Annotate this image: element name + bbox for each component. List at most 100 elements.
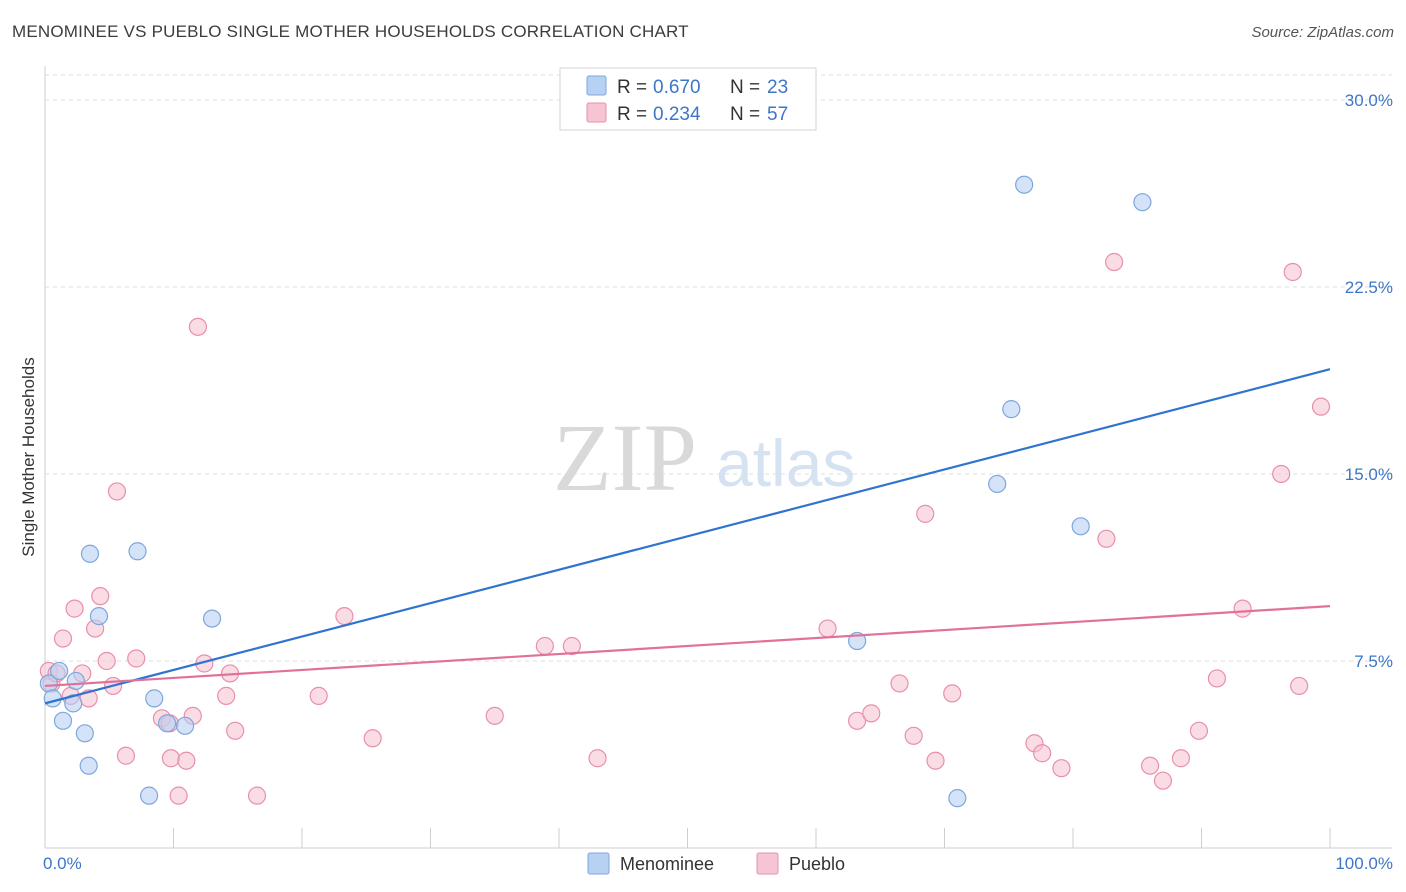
legend-r-label-pueblo: R = — [617, 104, 647, 125]
pueblo-point — [848, 711, 867, 730]
pueblo-point — [53, 629, 73, 648]
pueblo-point — [217, 686, 236, 705]
chart-source: Source: ZipAtlas.com — [1251, 24, 1394, 41]
legend-n-value-pueblo: 57 — [767, 104, 788, 125]
pueblo-point — [1233, 599, 1252, 618]
y-tick-label: 22.5% — [1345, 278, 1393, 297]
y-tick-label: 30.0% — [1345, 91, 1393, 110]
bottom-legend-swatch-menominee — [587, 852, 610, 875]
pueblo-point — [309, 686, 328, 705]
menominee-point — [1015, 175, 1034, 194]
menominee-point — [948, 789, 967, 808]
x-tick-label: 0.0% — [43, 854, 82, 873]
pueblo-trend-line — [44, 605, 1331, 688]
menominee-point — [139, 786, 159, 805]
menominee-point — [128, 542, 147, 561]
pueblo-point — [91, 587, 110, 606]
pueblo-point — [363, 729, 382, 748]
pueblo-point — [1097, 529, 1116, 548]
legend-r-value-menominee: 0.670 — [653, 77, 701, 98]
menominee-trend-line — [44, 368, 1331, 705]
pueblo-point — [116, 746, 136, 765]
pueblo-point — [177, 751, 196, 770]
pueblo-point — [188, 317, 208, 336]
pueblo-point — [226, 721, 245, 740]
pueblo-point — [588, 749, 607, 768]
pueblo-point — [916, 504, 935, 523]
menominee-point — [75, 724, 94, 743]
x-ticks-layer: 0.0% 100.0% — [43, 828, 1393, 873]
bottom-legend: Menominee Pueblo — [587, 852, 845, 875]
menominee-point — [89, 606, 109, 626]
grid-layer — [45, 74, 1392, 662]
menominee-point — [50, 661, 69, 681]
pueblo-point — [1153, 771, 1173, 790]
watermark-atlas: atlas — [716, 426, 855, 500]
pueblo-point — [335, 606, 354, 626]
pueblo-point — [943, 684, 962, 703]
menominee-point — [53, 711, 73, 730]
watermark: ZIP atlas — [553, 404, 855, 511]
legend-r-label-menominee: R = — [617, 77, 647, 98]
x-tick-label: 100.0% — [1335, 854, 1393, 873]
legend-n-label-pueblo: N = — [730, 104, 760, 125]
pueblo-point — [562, 636, 581, 656]
pueblo-point — [1052, 759, 1071, 778]
y-labels-layer: 7.5% 15.0% 22.5% 30.0% — [1345, 91, 1393, 671]
bottom-legend-label-pueblo: Pueblo — [789, 854, 845, 874]
pueblo-point — [1283, 262, 1302, 282]
pueblo-point — [247, 786, 267, 805]
menominee-point — [1002, 400, 1021, 419]
legend-swatch-menominee — [586, 75, 607, 96]
menominee-point — [64, 694, 83, 713]
y-tick-label: 15.0% — [1345, 465, 1393, 484]
menominee-point — [80, 544, 100, 563]
pueblo-point — [1311, 397, 1331, 416]
top-legend: R = 0.670 N = 23 R = 0.234 N = 57 — [559, 67, 817, 131]
menominee-point — [66, 671, 85, 691]
pueblo-point — [161, 749, 181, 768]
menominee-point — [202, 609, 222, 628]
y-tick-label: 7.5% — [1354, 652, 1393, 671]
menominee-point — [43, 689, 62, 708]
bottom-legend-label-menominee: Menominee — [620, 854, 714, 874]
menominee-point — [79, 756, 98, 775]
pueblo-point — [127, 649, 146, 668]
pueblo-point — [1272, 464, 1291, 484]
menominee-point — [1133, 193, 1152, 212]
trend-layer — [44, 368, 1331, 705]
pueblo-point — [535, 636, 554, 656]
pueblo-point — [1105, 252, 1124, 272]
pueblo-point — [1033, 744, 1052, 763]
menominee-point — [1071, 517, 1090, 536]
pueblo-point — [107, 482, 127, 501]
legend-n-label-menominee: N = — [730, 77, 760, 98]
legend-swatch-pueblo — [586, 102, 607, 123]
y-axis-title: Single Mother Households — [19, 357, 38, 556]
watermark-zip: ZIP — [553, 404, 697, 511]
pueblo-point — [890, 674, 909, 693]
pueblo-point — [1171, 749, 1191, 768]
legend-n-value-menominee: 23 — [767, 77, 788, 98]
pueblo-point — [97, 651, 116, 671]
pueblo-point — [926, 751, 945, 770]
pueblo-point — [1189, 721, 1209, 740]
chart-title: MENOMINEE VS PUEBLO SINGLE MOTHER HOUSEH… — [12, 22, 689, 41]
pueblo-point — [169, 786, 188, 805]
menominee-point — [145, 689, 164, 708]
legend-r-value-pueblo: 0.234 — [653, 104, 701, 125]
menominee-point — [988, 474, 1007, 494]
pueblo-point — [862, 704, 881, 723]
menominee-point — [157, 714, 177, 733]
bottom-legend-swatch-pueblo — [756, 852, 779, 875]
pueblo-point — [904, 726, 923, 745]
pueblo-point — [1207, 669, 1227, 688]
pueblo-point — [818, 619, 837, 638]
pueblo-point — [1290, 676, 1309, 696]
pueblo-point — [65, 599, 84, 618]
pueblo-point — [1140, 756, 1160, 775]
axes-layer — [44, 66, 1392, 849]
points-layer — [39, 175, 1331, 808]
menominee-point — [175, 716, 195, 735]
